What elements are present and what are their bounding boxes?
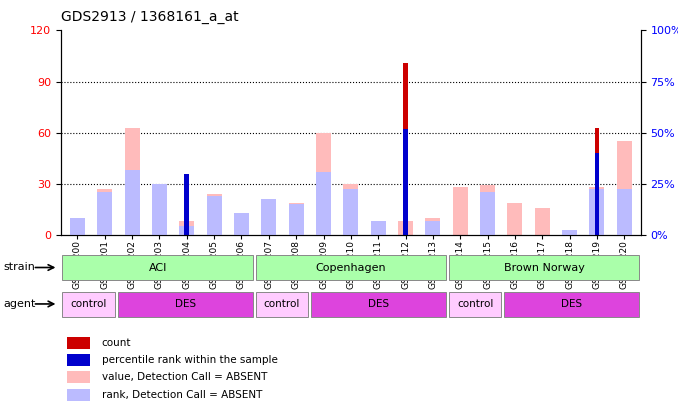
Bar (289, 204, 304, 235)
Bar (425, 218, 441, 235)
Bar (234, 213, 249, 235)
Bar (589, 189, 605, 235)
Bar (67, 388, 90, 401)
Bar (535, 208, 550, 235)
Bar (403, 63, 408, 235)
Bar (152, 184, 167, 235)
Bar (316, 172, 331, 235)
Bar (480, 192, 495, 235)
Bar (125, 128, 140, 235)
Bar (62, 255, 253, 280)
Bar (261, 201, 277, 235)
Bar (562, 230, 577, 235)
Text: percentile rank within the sample: percentile rank within the sample (102, 355, 278, 365)
Bar (256, 255, 446, 280)
Bar (449, 255, 639, 280)
Bar (589, 187, 605, 235)
Text: control: control (264, 299, 300, 309)
Text: Copenhagen: Copenhagen (315, 263, 386, 273)
Bar (425, 221, 441, 235)
Bar (234, 223, 249, 235)
Bar (311, 292, 446, 317)
Bar (617, 189, 632, 235)
Bar (261, 199, 277, 235)
Bar (343, 184, 359, 235)
Bar (125, 170, 140, 235)
Text: control: control (457, 299, 494, 309)
Bar (398, 221, 413, 235)
Text: rank, Detection Call = ABSENT: rank, Detection Call = ABSENT (102, 390, 262, 399)
Bar (507, 202, 523, 235)
Bar (617, 141, 632, 235)
Bar (371, 221, 386, 235)
Bar (97, 192, 113, 235)
Bar (207, 196, 222, 235)
Bar (371, 223, 386, 235)
Bar (403, 128, 408, 235)
Text: value, Detection Call = ABSENT: value, Detection Call = ABSENT (102, 372, 267, 382)
Text: strain: strain (3, 262, 35, 272)
Bar (67, 337, 90, 349)
Text: DES: DES (561, 299, 582, 309)
Bar (316, 133, 331, 235)
Text: control: control (71, 299, 107, 309)
Bar (67, 354, 90, 366)
Bar (504, 292, 639, 317)
Bar (179, 226, 195, 235)
Bar (62, 292, 115, 317)
Text: DES: DES (175, 299, 196, 309)
Bar (256, 292, 308, 317)
Bar (595, 153, 599, 235)
Text: ACI: ACI (148, 263, 167, 273)
Bar (449, 292, 501, 317)
Text: GDS2913 / 1368161_a_at: GDS2913 / 1368161_a_at (61, 10, 239, 24)
Bar (97, 189, 113, 235)
Bar (453, 187, 468, 235)
Bar (67, 371, 90, 383)
Bar (562, 230, 577, 235)
Bar (117, 292, 253, 317)
Bar (343, 189, 359, 235)
Bar (207, 194, 222, 235)
Text: DES: DES (368, 299, 389, 309)
Text: agent: agent (3, 299, 36, 309)
Bar (70, 218, 85, 235)
Bar (179, 221, 195, 235)
Bar (184, 174, 189, 235)
Bar (184, 182, 189, 235)
Bar (480, 185, 495, 235)
Bar (289, 202, 304, 235)
Text: count: count (102, 338, 132, 348)
Bar (595, 128, 599, 235)
Bar (70, 221, 85, 235)
Bar (152, 184, 167, 235)
Text: Brown Norway: Brown Norway (504, 263, 584, 273)
